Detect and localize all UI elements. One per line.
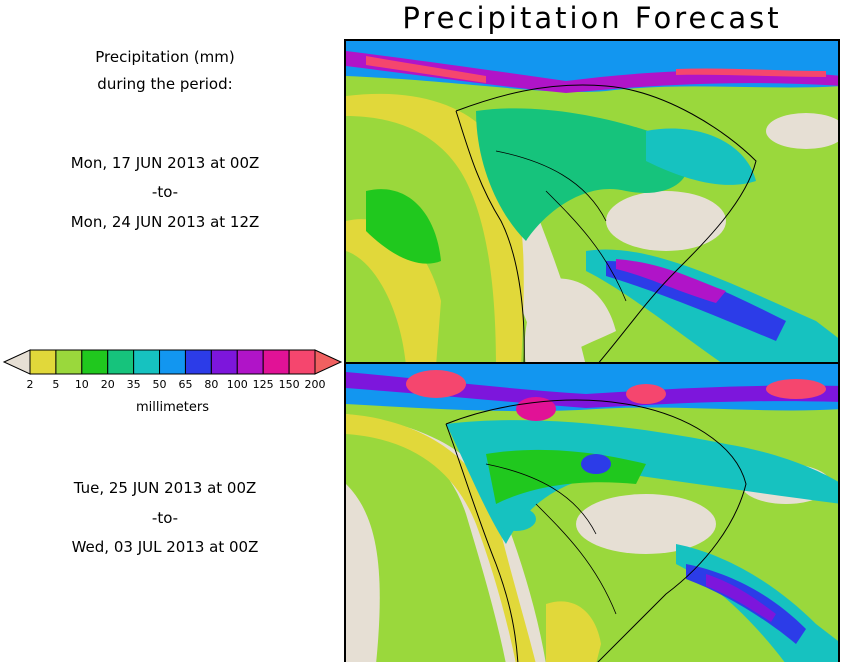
period1-separator: -to- [151,183,179,201]
legend-swatch [288,349,316,375]
legend-tick-label: 150 [279,378,300,391]
legend-swatch [29,349,57,375]
legend-swatch [107,349,135,375]
page-title: Precipitation Forecast [402,1,782,35]
legend-swatch [184,349,212,375]
map-panel-period2 [344,362,840,662]
period2-separator: -to- [151,509,179,527]
period1-end: Mon, 24 JUN 2013 at 12Z [70,213,260,231]
precipitation-map-period2 [346,364,838,662]
legend-left-triangle [2,349,31,375]
legend-unit-label: millimeters [136,400,209,415]
period-header-line1: Precipitation (mm) [95,48,235,66]
map-panel-period1 [344,39,840,364]
legend-tick-label: 125 [253,378,274,391]
legend-tick-label: 50 [153,378,167,391]
legend-tick-label: 80 [204,378,218,391]
period-header-line2: during the period: [97,75,233,93]
period1-start: Mon, 17 JUN 2013 at 00Z [70,154,260,172]
legend-swatch [133,349,161,375]
precipitation-map-period1 [346,41,838,362]
legend-tick-label: 35 [127,378,141,391]
legend-tick-label: 10 [75,378,89,391]
legend-colorbar: 2 5 10 20 35 50 65 80 100 125 150 200 [2,349,343,391]
period2-end: Wed, 03 JUL 2013 at 00Z [71,538,259,556]
legend: 2 5 10 20 35 50 65 80 100 125 150 200 millimeters [0,348,345,418]
period2-start: Tue, 25 JUN 2013 at 00Z [73,479,257,497]
legend-right-triangle [314,349,343,375]
legend-tick-label: 20 [101,378,115,391]
legend-tick-label: 65 [178,378,192,391]
legend-swatch [159,349,186,375]
legend-swatch [81,349,109,375]
legend-swatch [236,349,264,375]
legend-tick-label: 5 [52,378,59,391]
legend-tick-label: 100 [227,378,248,391]
legend-swatch [262,349,290,375]
legend-tick-label: 2 [27,378,34,391]
legend-tick-label: 200 [305,378,326,391]
legend-swatch [55,349,83,375]
legend-swatch [210,349,238,375]
